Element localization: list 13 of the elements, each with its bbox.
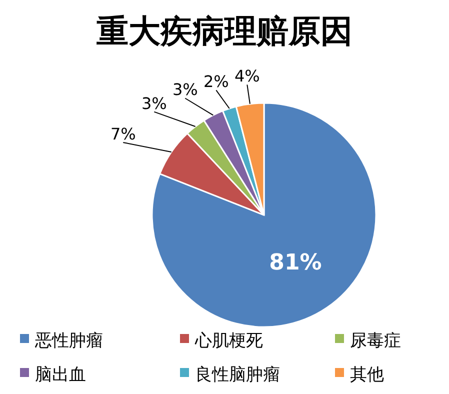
data-label: 4% (234, 66, 260, 86)
data-label: 81% (269, 250, 322, 276)
legend-label: 恶性肿瘤 (34, 331, 103, 351)
data-label: 3% (141, 94, 167, 113)
legend-label: 尿毒症 (350, 331, 401, 351)
legend-label: 心肌梗死 (194, 331, 263, 351)
chart-title: 重大疾病理赔原因 (96, 12, 352, 50)
data-label: 3% (172, 80, 198, 100)
data-label: 7% (110, 124, 136, 144)
legend-label: 其他 (350, 365, 384, 385)
legend-label: 脑出血 (35, 365, 86, 385)
data-label: 2% (203, 72, 229, 92)
legend-label: 良性脑肿瘤 (195, 365, 280, 385)
